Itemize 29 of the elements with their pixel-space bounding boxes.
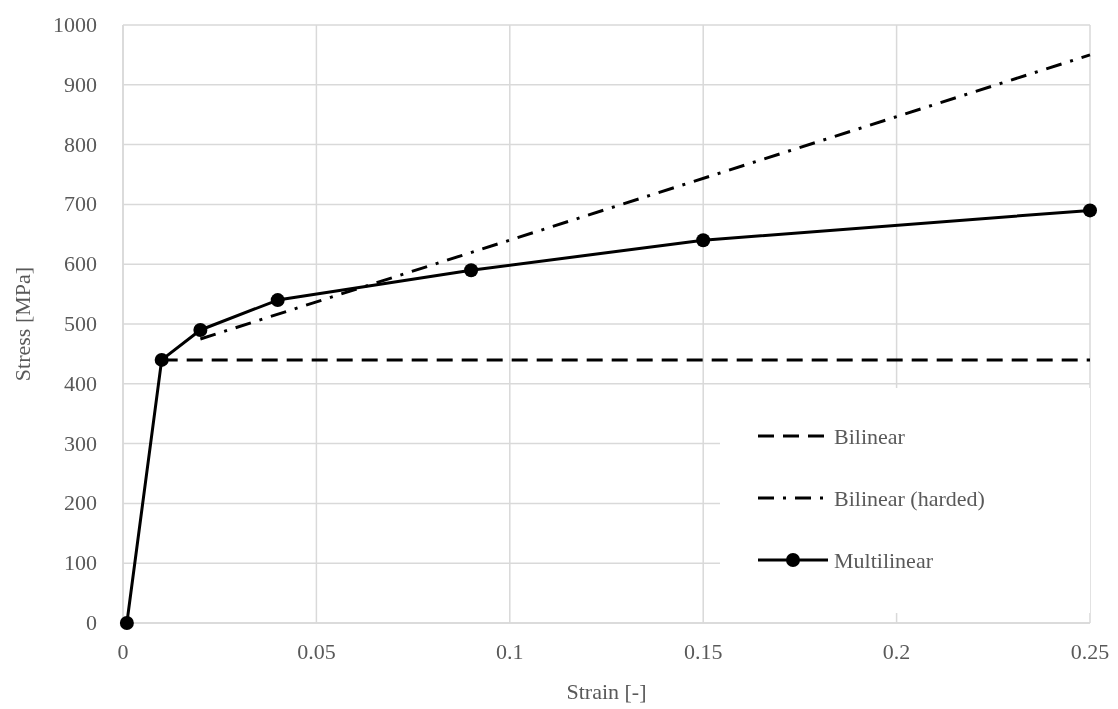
x-axis-title: Strain [-] [566, 679, 647, 704]
point [270, 293, 285, 308]
y-tick-label: 0 [86, 610, 97, 635]
x-tick-label: 0.15 [683, 639, 723, 664]
y-tick-label: 700 [64, 191, 97, 217]
point [193, 322, 208, 337]
x-tick-label: 0.2 [882, 639, 911, 664]
point [1083, 203, 1097, 218]
x-tick-label: 0 [117, 639, 129, 664]
legend-label: Multilinear [834, 548, 934, 573]
y-tick-label: 900 [64, 71, 97, 97]
y-tick-label: 500 [64, 311, 97, 336]
x-tick-label: 0.25 [1070, 639, 1110, 664]
legend-label: Bilinear [834, 424, 906, 449]
point [464, 263, 479, 278]
y-tick-label: 800 [64, 131, 97, 157]
point [119, 616, 134, 630]
y-tick-label: 300 [64, 430, 97, 456]
point [154, 352, 169, 367]
y-tick-label: 400 [64, 370, 97, 396]
y-tick-label: 100 [64, 550, 97, 576]
x-tick-label: 0.05 [297, 639, 336, 664]
y-tick-label: 600 [64, 251, 97, 277]
y-tick-label: 1000 [53, 12, 97, 37]
point [696, 233, 711, 248]
x-tick-label: 0.1 [496, 639, 524, 664]
y-axis-title: Stress [MPa] [10, 266, 35, 382]
legend-label: Bilinear (harded) [834, 486, 985, 511]
y-tick-label: 200 [64, 490, 97, 516]
